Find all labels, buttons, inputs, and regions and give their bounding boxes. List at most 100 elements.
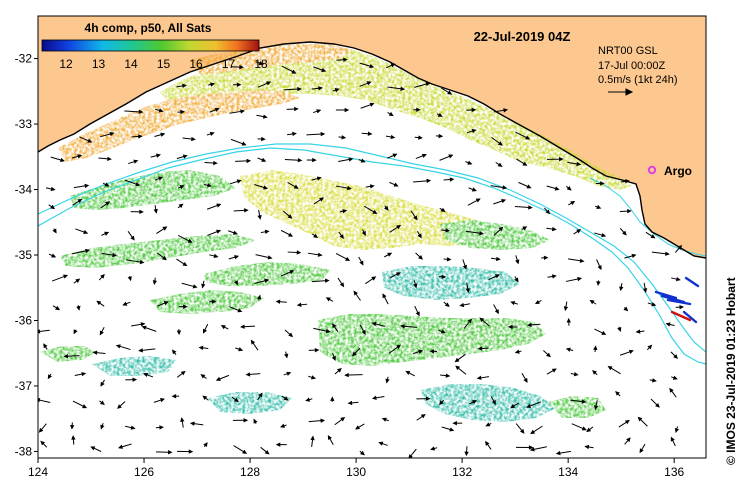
current-arrow [440,373,451,378]
sst-west-green [70,170,236,210]
sst-streak-3 [318,314,546,366]
current-info-line1: NRT00 GSL [598,45,658,57]
current-arrow [209,299,217,304]
x-tick-label: 132 [452,465,472,479]
current-arrow [352,347,361,357]
isobath-1 [38,147,706,365]
current-arrow [405,370,416,377]
current-arrow [72,198,83,206]
current-arrow [287,181,299,189]
current-arrow [596,280,601,286]
y-tick-label: -33 [15,117,33,131]
current-arrow [48,253,57,258]
current-arrow [275,299,287,304]
sst-cyan-3 [92,356,176,376]
current-arrow [516,158,528,166]
current-arrow [358,158,366,163]
current-arrow [365,184,375,189]
current-arrow [177,234,193,243]
current-arrow [127,231,135,241]
current-arrow [619,283,624,292]
current-arrow [555,450,571,456]
current-arrow [371,321,386,327]
current-arrow [198,345,209,351]
current-arrow [177,109,185,115]
current-arrow [334,367,342,375]
current-arrow [202,395,209,401]
current-arrow [468,187,477,192]
current-arrow [176,449,194,454]
current-arrow [307,252,323,257]
current-arrow [436,112,443,117]
current-arrow [385,376,390,384]
current-arrow [495,161,503,167]
current-arrow [73,183,90,189]
current-arrow [102,182,110,187]
current-arrow [592,370,598,376]
current-arrow [176,258,188,267]
current-arrow [280,423,287,428]
current-arrow [256,294,262,301]
current-arrow [358,256,364,266]
current-arrow [353,290,361,301]
current-arrow [313,327,331,334]
y-tick-label: -35 [15,248,33,262]
y-tick-label: -37 [15,379,33,393]
current-arrow [282,210,293,219]
current-arrow [469,400,478,405]
current-arrow [254,184,269,190]
current-arrow [389,224,402,233]
current-arrow [515,445,534,450]
current-arrow [615,391,621,397]
current-arrow [410,210,418,221]
current-arrow [570,372,579,377]
current-arrow [143,372,154,378]
current-arrow [637,416,648,427]
current-arrow [490,185,508,190]
current-arrow [670,351,678,359]
current-arrow [206,131,215,137]
current-arrow [596,259,602,271]
current-arrow [313,197,325,205]
current-arrow [171,394,180,399]
current-arrow [360,102,375,109]
current-arrow [412,349,424,355]
current-arrow [284,351,289,359]
x-tick-label: 136 [664,465,684,479]
current-arrow [47,373,52,380]
sst-gulf-band [58,90,300,162]
current-arrow [209,107,220,113]
coastline [38,41,706,259]
current-arrow [515,423,525,434]
current-arrow [408,448,417,458]
sst-green-7 [548,396,606,418]
current-arrow [177,203,184,209]
current-arrow [493,108,509,113]
current-arrow [287,250,302,255]
current-arrow [257,136,266,142]
current-arrow [440,228,451,233]
current-arrow [233,208,249,213]
current-arrow [308,347,320,353]
current-arrow [452,420,463,426]
current-arrow [619,349,634,356]
current-arrow [384,205,389,211]
current-arrow [527,322,541,328]
current-arrow [510,300,518,306]
current-arrow [563,301,569,312]
current-arrow [228,230,238,235]
current-arrow [38,423,47,433]
current-arrow [364,205,378,214]
current-arrow [594,328,607,335]
current-arrow [74,371,87,377]
current-arrow [385,63,396,69]
current-arrow [388,344,402,354]
current-arrow [152,277,158,286]
current-arrow [157,252,167,261]
current-arrow [493,199,507,205]
current-arrow [439,399,445,406]
current-arrow [443,257,452,262]
current-arrow [155,108,164,113]
current-arrow [101,252,117,258]
current-vectors [38,57,685,458]
